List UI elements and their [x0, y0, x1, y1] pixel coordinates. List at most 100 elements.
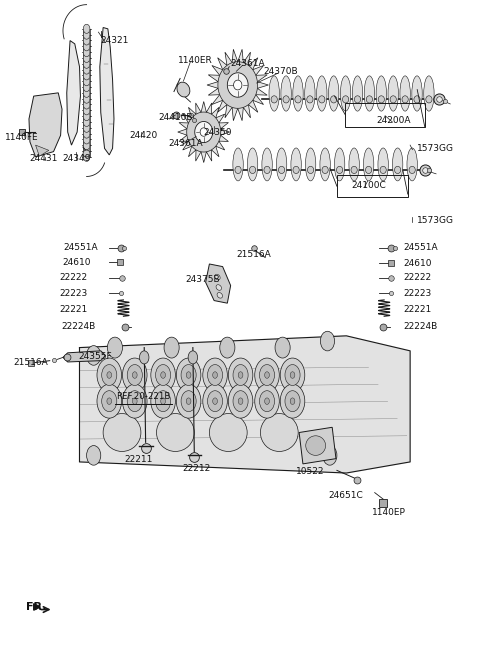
- Ellipse shape: [278, 167, 285, 174]
- Circle shape: [260, 365, 275, 386]
- Circle shape: [238, 372, 243, 379]
- Text: 24651C: 24651C: [328, 491, 363, 501]
- Circle shape: [176, 358, 201, 392]
- Ellipse shape: [264, 167, 270, 174]
- Circle shape: [84, 135, 90, 144]
- Polygon shape: [195, 121, 213, 142]
- Circle shape: [238, 398, 243, 405]
- Circle shape: [84, 146, 90, 155]
- Polygon shape: [228, 73, 248, 97]
- Ellipse shape: [177, 82, 190, 97]
- Circle shape: [140, 351, 149, 364]
- Ellipse shape: [335, 148, 345, 181]
- Circle shape: [84, 117, 90, 127]
- Circle shape: [260, 391, 275, 411]
- Circle shape: [108, 337, 122, 358]
- Ellipse shape: [376, 76, 386, 111]
- Text: 24610: 24610: [62, 258, 90, 266]
- Circle shape: [156, 365, 171, 386]
- Text: 22212: 22212: [182, 464, 211, 473]
- Text: 24361A: 24361A: [230, 59, 264, 68]
- Circle shape: [132, 398, 137, 405]
- Circle shape: [233, 391, 248, 411]
- Circle shape: [127, 365, 143, 386]
- Ellipse shape: [409, 167, 415, 174]
- Text: 24375B: 24375B: [185, 275, 220, 284]
- Ellipse shape: [262, 148, 272, 181]
- Circle shape: [151, 384, 175, 418]
- Text: 22211: 22211: [124, 455, 153, 464]
- Circle shape: [84, 89, 90, 97]
- Text: 24200A: 24200A: [376, 115, 411, 125]
- Circle shape: [132, 372, 137, 379]
- Ellipse shape: [247, 148, 258, 181]
- Text: REF.20-221B: REF.20-221B: [116, 392, 170, 401]
- Polygon shape: [67, 41, 81, 145]
- Text: 24321: 24321: [101, 36, 129, 45]
- Circle shape: [151, 358, 175, 392]
- Circle shape: [203, 358, 228, 392]
- Circle shape: [228, 358, 253, 392]
- Polygon shape: [36, 145, 49, 156]
- Polygon shape: [80, 336, 410, 473]
- Text: 24349: 24349: [62, 154, 90, 163]
- Circle shape: [207, 365, 223, 386]
- Circle shape: [84, 123, 90, 133]
- Polygon shape: [187, 112, 221, 152]
- Circle shape: [161, 372, 166, 379]
- Circle shape: [102, 365, 117, 386]
- Text: 22221: 22221: [403, 305, 432, 314]
- Circle shape: [84, 83, 90, 92]
- Text: 22223: 22223: [403, 289, 432, 298]
- Circle shape: [84, 106, 90, 115]
- Ellipse shape: [395, 167, 401, 174]
- Circle shape: [186, 398, 191, 405]
- Text: 1573GG: 1573GG: [417, 216, 454, 225]
- Ellipse shape: [305, 148, 316, 181]
- Ellipse shape: [156, 413, 194, 451]
- Ellipse shape: [343, 96, 349, 103]
- Ellipse shape: [217, 293, 223, 298]
- Circle shape: [84, 152, 90, 161]
- Ellipse shape: [295, 96, 301, 103]
- Polygon shape: [218, 62, 258, 108]
- Circle shape: [290, 372, 295, 379]
- Circle shape: [86, 445, 101, 465]
- Ellipse shape: [400, 76, 410, 111]
- Circle shape: [102, 391, 117, 411]
- Circle shape: [84, 24, 90, 33]
- Text: 22221: 22221: [60, 304, 88, 314]
- Circle shape: [290, 398, 295, 405]
- Ellipse shape: [283, 96, 289, 103]
- Polygon shape: [207, 49, 268, 121]
- Ellipse shape: [402, 96, 408, 103]
- Circle shape: [255, 358, 279, 392]
- Circle shape: [181, 365, 196, 386]
- Ellipse shape: [215, 274, 220, 280]
- Ellipse shape: [317, 76, 327, 111]
- Ellipse shape: [216, 285, 222, 291]
- Circle shape: [84, 129, 90, 138]
- Ellipse shape: [269, 76, 279, 111]
- Polygon shape: [205, 264, 231, 303]
- Circle shape: [84, 140, 90, 150]
- Circle shape: [161, 398, 166, 405]
- Text: 1140EP: 1140EP: [372, 508, 406, 517]
- Text: FR.: FR.: [26, 602, 47, 612]
- Circle shape: [84, 47, 90, 56]
- Polygon shape: [299, 427, 336, 464]
- Ellipse shape: [365, 167, 372, 174]
- Ellipse shape: [380, 167, 386, 174]
- Ellipse shape: [308, 167, 314, 174]
- Circle shape: [97, 358, 121, 392]
- Text: 21516A: 21516A: [13, 358, 48, 367]
- Ellipse shape: [293, 76, 303, 111]
- Circle shape: [213, 398, 217, 405]
- Text: 24355F: 24355F: [78, 352, 112, 361]
- Ellipse shape: [328, 76, 339, 111]
- Circle shape: [122, 384, 147, 418]
- Bar: [346, 103, 425, 127]
- Text: 24431: 24431: [29, 154, 57, 163]
- Circle shape: [220, 337, 235, 358]
- Circle shape: [285, 391, 300, 411]
